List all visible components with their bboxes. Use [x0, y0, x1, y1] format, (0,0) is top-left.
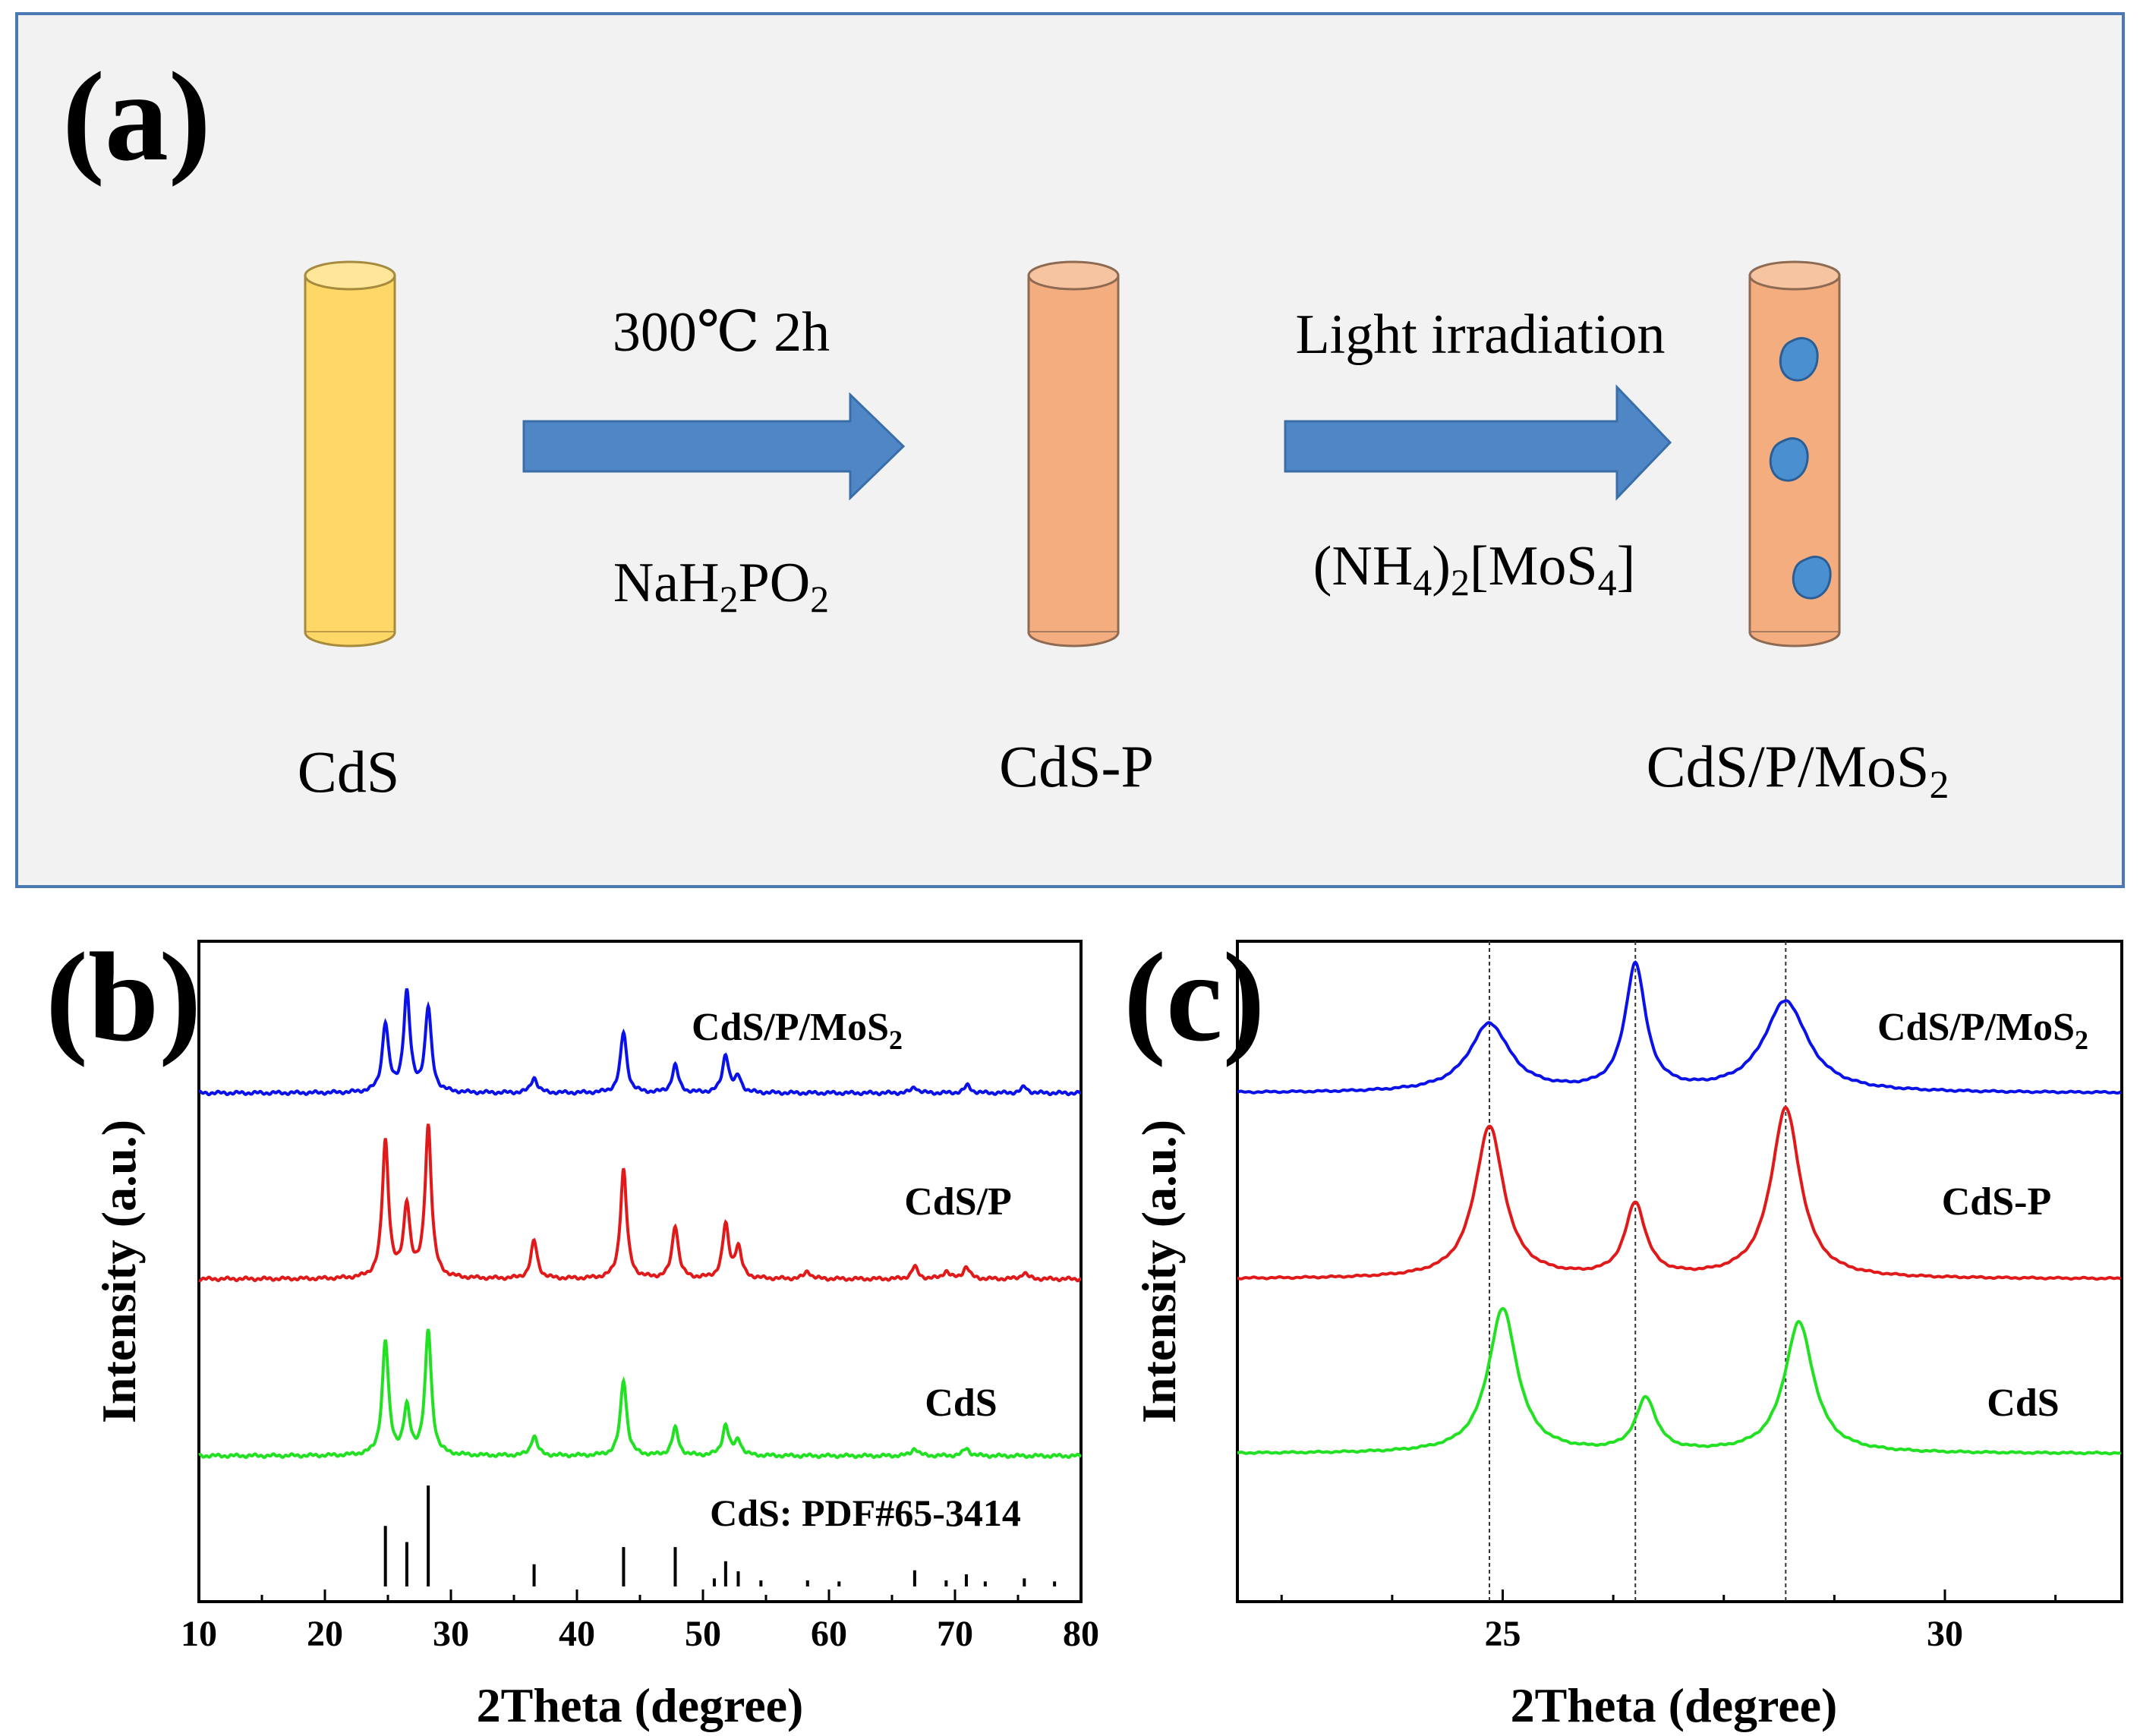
step1-condition: 300℃ 2h [613, 301, 830, 364]
x-tick-label: 60 [811, 1614, 847, 1654]
chart-b-x-axis: 10 20 30 40 50 60 70 80 [181, 1589, 1099, 1654]
chart-c-legend-cdsp: CdS-P [1942, 1180, 2051, 1224]
chart-b-legend-cdsp-mos2: CdS/P/MoS2 [692, 1006, 903, 1055]
chart-b-series [197, 988, 1083, 1460]
chart-c-frame [1236, 940, 2123, 1603]
x-tick-label: 10 [181, 1614, 217, 1654]
chart-c-ylabel: Intensity (a.u.) [1132, 1120, 1186, 1423]
chart-c-x-axis: 25 30 [1280, 1589, 2057, 1654]
step2-condition: Light irradiation [1295, 304, 1665, 366]
series-line-CdS/P/MoS2 [1237, 960, 2122, 1095]
x-tick-label: 30 [1927, 1614, 1963, 1654]
chart-b-reference-label: CdS: PDF#65-3414 [710, 1492, 1021, 1534]
panel-a-label: (a) [62, 46, 211, 187]
series-line-CdS-P [1237, 1105, 2122, 1281]
chart-b-ylabel: Intensity (a.u.) [92, 1120, 146, 1423]
chart-b-reference-pattern [383, 1486, 1057, 1586]
x-tick-label: 80 [1063, 1614, 1099, 1654]
label-cdsp: CdS-P [999, 733, 1154, 799]
series-line-CdS [1237, 1306, 2122, 1456]
arrow-step2 [1284, 384, 1672, 501]
x-tick-label: 50 [685, 1614, 721, 1654]
chart-b-legend-cds: CdS [925, 1382, 997, 1425]
series-line-CdS/P/MoS2 [198, 988, 1082, 1097]
mos2-particle [1769, 437, 1809, 482]
x-tick-label: 70 [937, 1614, 973, 1654]
chart-c-guide-lines [1489, 941, 1787, 1602]
x-tick-label: 20 [307, 1614, 343, 1654]
x-tick-label: 25 [1485, 1614, 1521, 1654]
chart-c-series [1237, 960, 2122, 1456]
label-cds: CdS [298, 739, 399, 805]
x-tick-label: 40 [559, 1614, 595, 1654]
series-line-CdS [197, 1328, 1083, 1460]
mos2-particle [1792, 556, 1832, 600]
cds-cylinder [304, 260, 396, 647]
step2-reagent: (NH4)2[MoS4] [1313, 535, 1635, 603]
chart-b-xlabel: 2Theta (degree) [477, 1678, 804, 1732]
cdsp-cylinder [1027, 260, 1120, 647]
series-line-CdS/P [198, 1123, 1082, 1283]
label-cdsp-mos2: CdS/P/MoS2 [1647, 733, 1949, 807]
chart-c-legend-cds: CdS [1987, 1382, 2059, 1425]
step1-reagent: NaH2PO2 [613, 552, 829, 620]
mos2-particle [1779, 337, 1819, 382]
chart-b: (b) 10 20 30 40 50 60 70 80 CdS/P/MoS2 CdS/P Cd… [46, 927, 1099, 1732]
chart-b-legend-cdsp: CdS/P [904, 1180, 1012, 1224]
chart-c: (c) 25 30 CdS/P/MoS2 CdS-P CdS 2Theta (de… [1124, 927, 2123, 1732]
panel-c-label: (c) [1124, 927, 1265, 1068]
x-tick-label: 30 [433, 1614, 469, 1654]
chart-c-legend-cdsp-mos2: CdS/P/MoS2 [1877, 1006, 2088, 1055]
chart-c-xlabel: 2Theta (degree) [1511, 1678, 1838, 1732]
panel-b-label: (b) [46, 927, 201, 1068]
arrow-step1 [522, 392, 906, 501]
panel-a: (a) 300℃ 2h NaH2PO2 Light irradiatio [15, 12, 2125, 888]
cdsp-mos2-cylinder [1748, 260, 1841, 647]
